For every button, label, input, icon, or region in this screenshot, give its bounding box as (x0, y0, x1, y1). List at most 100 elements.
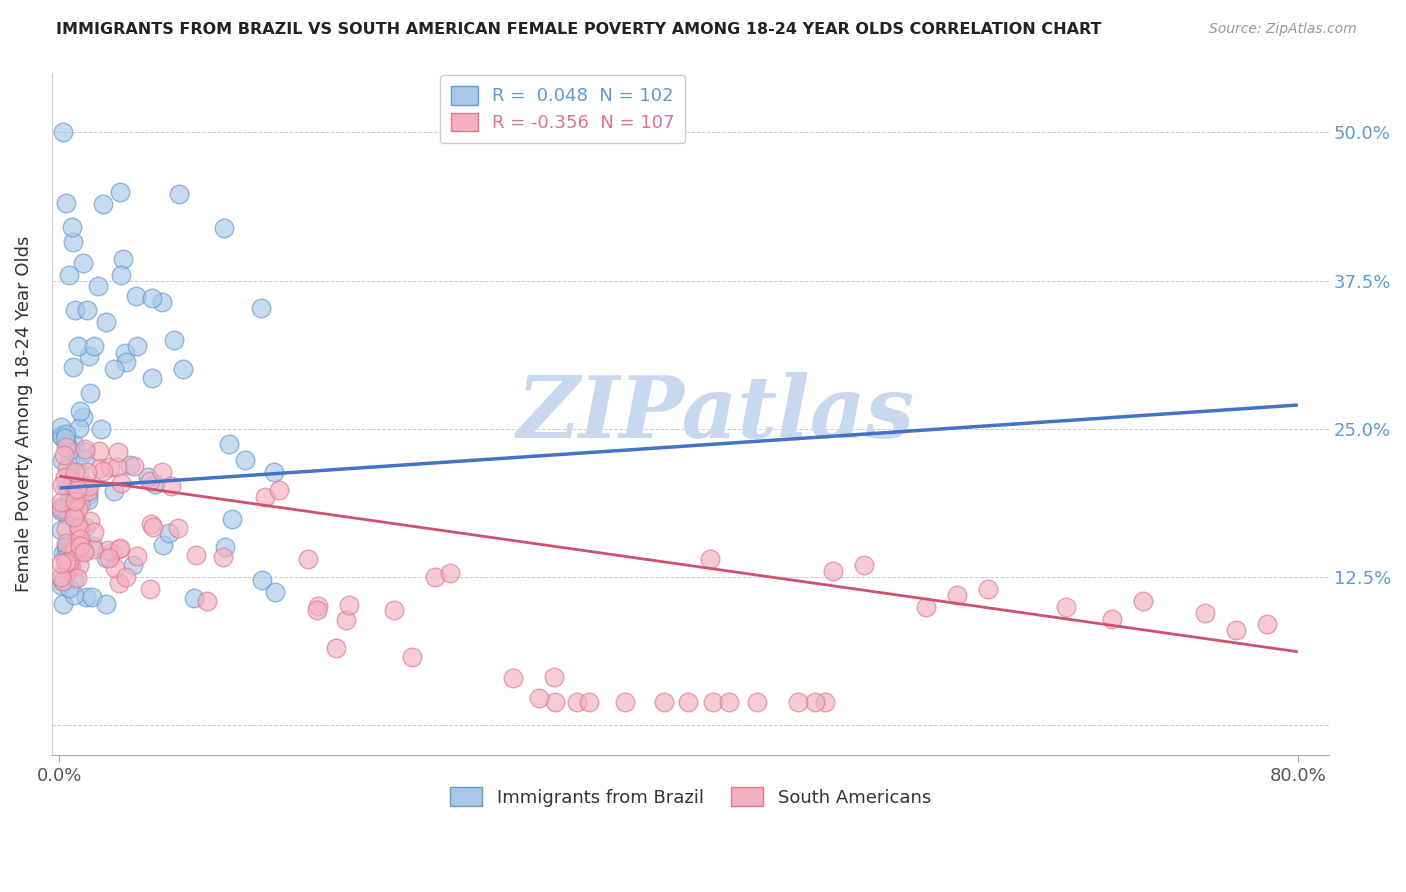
Point (75, 452, 97, 467)
Point (142, 520, 165, 534)
Point (853, 558, 876, 573)
Point (52, 125, 75, 139)
Point (218, 437, 240, 451)
Point (59, 558, 82, 572)
Point (160, 479, 183, 493)
Point (1194, 606, 1216, 620)
Point (58, 470, 80, 484)
Point (136, 470, 159, 484)
Point (83, 524, 105, 539)
Point (55, 440, 77, 454)
Point (786, 694, 808, 708)
Point (58, 581, 80, 595)
Point (717, 694, 740, 708)
Point (56, 461, 79, 475)
Point (51, 574, 73, 588)
Point (98, 460, 121, 475)
Point (56, 508, 79, 523)
Point (73, 543, 96, 558)
Point (122, 458, 145, 473)
Point (63, 588, 86, 602)
Point (337, 598, 360, 612)
Point (77, 488, 100, 502)
Point (114, 346, 136, 360)
Point (55, 427, 77, 442)
Point (94, 597, 117, 611)
Point (150, 295, 173, 310)
Point (59, 552, 82, 566)
Point (108, 186, 131, 200)
Point (73, 545, 96, 559)
Point (63, 466, 86, 480)
Point (72, 256, 94, 270)
Point (63, 437, 86, 451)
Point (73, 485, 96, 500)
Point (89, 461, 111, 475)
Point (75, 520, 97, 534)
Point (1101, 611, 1123, 625)
Point (55, 478, 77, 492)
Point (111, 252, 134, 266)
Point (63, 510, 86, 524)
Point (139, 582, 162, 596)
Point (915, 599, 938, 614)
Text: ZIPatlas: ZIPatlas (517, 372, 915, 456)
Point (51, 430, 73, 444)
Point (75, 590, 97, 604)
Point (53, 470, 76, 484)
Point (97, 551, 120, 566)
Point (91, 197, 114, 211)
Point (52, 546, 75, 560)
Point (1256, 617, 1278, 632)
Point (107, 444, 129, 458)
Point (59, 450, 82, 465)
Point (183, 591, 205, 605)
Point (253, 490, 276, 504)
Point (578, 694, 600, 708)
Point (108, 541, 131, 556)
Point (195, 594, 218, 608)
Y-axis label: Female Poverty Among 18-24 Year Olds: Female Poverty Among 18-24 Year Olds (15, 235, 32, 592)
Point (167, 186, 190, 201)
Point (401, 650, 423, 665)
Point (118, 458, 141, 473)
Point (139, 516, 162, 531)
Legend: Immigrants from Brazil, South Americans: Immigrants from Brazil, South Americans (443, 780, 938, 814)
Point (58, 554, 80, 568)
Point (141, 371, 163, 385)
Point (49, 428, 72, 442)
Point (125, 339, 148, 353)
Point (543, 694, 565, 708)
Point (122, 558, 145, 573)
Point (49, 501, 72, 516)
Point (1132, 593, 1154, 607)
Point (212, 549, 235, 564)
Point (67, 522, 90, 536)
Point (55, 536, 77, 550)
Point (152, 538, 174, 552)
Point (143, 476, 166, 491)
Point (58, 562, 80, 576)
Point (69, 532, 91, 546)
Point (166, 521, 188, 535)
Point (49, 523, 72, 537)
Point (62, 544, 84, 558)
Point (439, 566, 461, 580)
Point (325, 640, 347, 655)
Point (172, 362, 194, 376)
Point (60, 220, 83, 235)
Point (49, 500, 72, 514)
Point (96, 543, 118, 558)
Point (49, 570, 72, 584)
Point (55, 521, 77, 535)
Point (267, 483, 290, 497)
Point (157, 526, 180, 541)
Point (233, 452, 256, 467)
Point (52, 449, 75, 463)
Point (63, 572, 86, 586)
Point (946, 588, 969, 602)
Point (115, 570, 138, 584)
Point (103, 362, 125, 376)
Point (79, 514, 101, 528)
Point (307, 603, 329, 617)
